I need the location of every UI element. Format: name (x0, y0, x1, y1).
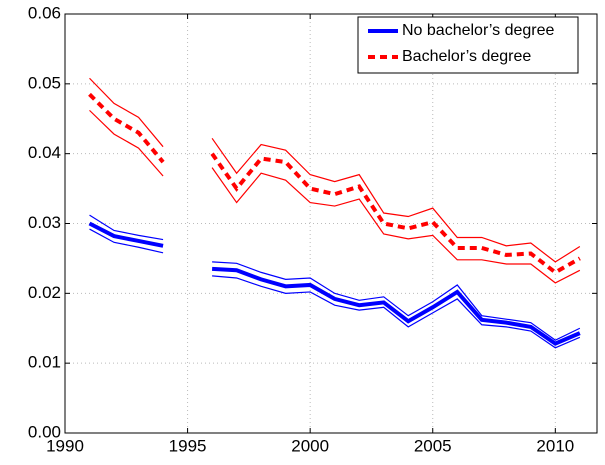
legend-label: Bachelor’s degree (402, 48, 531, 65)
y-tick-label: 0.06 (28, 3, 61, 22)
y-tick-label: 0.04 (28, 143, 61, 162)
x-tick-label: 2010 (536, 436, 574, 455)
band-upper-line (89, 77, 581, 263)
plot-frame (64, 13, 598, 434)
y-tick-label: 0.00 (28, 422, 61, 441)
series-line (88, 221, 581, 346)
x-tick-label: 1990 (46, 436, 84, 455)
y-tick-label: 0.01 (28, 353, 61, 372)
series-line (88, 92, 581, 275)
legend-label: No bachelor’s degree (402, 22, 555, 39)
x-tick-label: 2005 (414, 436, 452, 455)
x-tick-label: 2000 (291, 436, 329, 455)
x-tick-label: 1995 (169, 436, 207, 455)
band-lower-line (89, 109, 581, 284)
y-tick-label: 0.02 (28, 283, 61, 302)
y-tick-label: 0.05 (28, 73, 61, 92)
band-upper-line (89, 214, 581, 341)
y-tick-label: 0.03 (28, 213, 61, 232)
band-lower-line (89, 228, 581, 349)
legend-box (357, 16, 579, 74)
